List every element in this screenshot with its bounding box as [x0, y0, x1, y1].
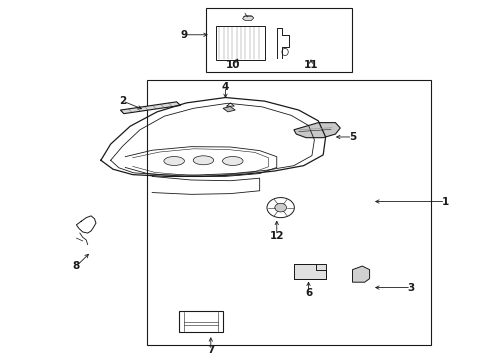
Polygon shape — [121, 102, 180, 114]
Text: 9: 9 — [180, 30, 188, 40]
Ellipse shape — [164, 157, 184, 166]
Bar — [294, 264, 326, 279]
Text: 11: 11 — [304, 60, 318, 70]
Polygon shape — [294, 123, 340, 138]
Text: 2: 2 — [119, 96, 126, 106]
Bar — [206, 8, 352, 72]
Polygon shape — [223, 107, 235, 112]
Text: 8: 8 — [73, 261, 80, 271]
Polygon shape — [243, 16, 254, 21]
Text: 3: 3 — [408, 283, 415, 293]
Text: 12: 12 — [270, 231, 284, 240]
Bar — [179, 311, 223, 332]
Text: 1: 1 — [441, 197, 449, 207]
Ellipse shape — [222, 157, 243, 166]
Ellipse shape — [193, 156, 214, 165]
Bar — [147, 80, 431, 345]
Text: 10: 10 — [225, 60, 240, 70]
Circle shape — [275, 203, 287, 212]
Polygon shape — [352, 266, 369, 282]
Text: 7: 7 — [207, 345, 215, 355]
Bar — [216, 26, 265, 60]
Text: 6: 6 — [305, 288, 312, 298]
Text: 4: 4 — [222, 82, 229, 92]
Text: 5: 5 — [349, 132, 356, 142]
